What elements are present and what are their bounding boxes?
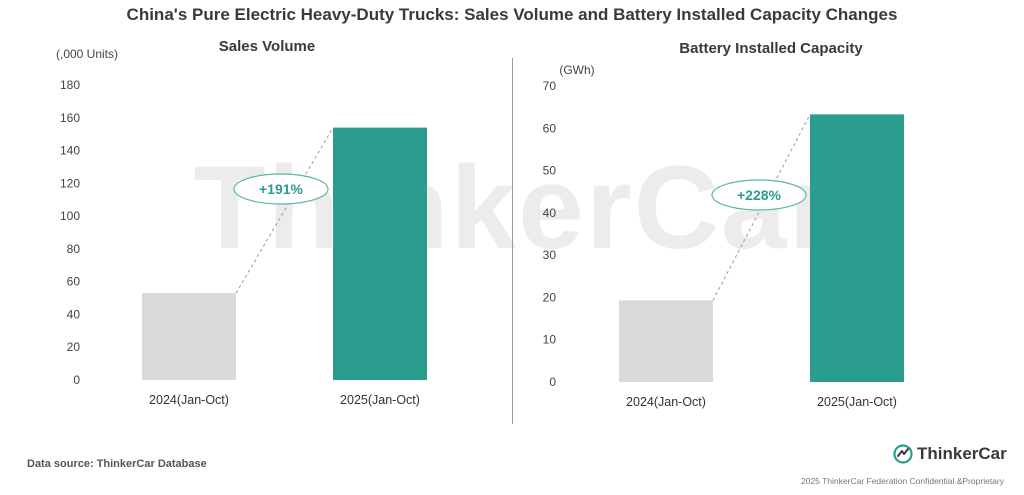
logo-text: ThinkerCar [917,444,1007,463]
x-category-label: 2024(Jan-Oct) [626,395,706,409]
y-tick-label: 20 [67,340,81,354]
y-tick-label: 60 [543,121,557,135]
bar-2024 [142,293,236,380]
bar-2025 [810,114,904,383]
y-tick-label: 20 [543,290,557,304]
copyright-note: 2025 ThinkerCar Federation Confidential … [800,476,1004,486]
y-tick-label: 70 [543,79,557,93]
y-tick-label: 140 [60,144,80,158]
growth-ellipse [711,179,807,211]
x-category-label: 2025(Jan-Oct) [817,395,897,409]
page-title: China's Pure Electric Heavy-Duty Trucks:… [126,5,898,24]
growth-connector-line [235,127,334,294]
growth-ellipse [233,173,329,205]
y-tick-label: 0 [549,375,556,389]
sales-volume-chart: Sales Volume (,000 Units) 0 20 40 60 80 100 120 1… [56,38,427,407]
logo-mark-icon [893,444,913,464]
y-tick-label: 120 [60,176,80,190]
chart-subtitle: Battery Installed Capacity [679,40,863,57]
y-tick-label: 0 [73,373,80,387]
battery-capacity-chart: Battery Installed Capacity (GWh) 0 10 20 30 40… [543,40,904,409]
y-tick-label: 160 [60,111,80,125]
data-source-note: Data source: ThinkerCar Database [27,458,207,470]
y-tick-label: 180 [60,78,80,92]
bar-2025 [333,127,427,380]
y-tick-label: 60 [67,275,81,289]
x-category-label: 2024(Jan-Oct) [149,393,229,407]
y-tick-label: 50 [543,164,557,178]
thinkercar-logo: ThinkerCar [893,444,1007,464]
chart-subtitle: Sales Volume [219,38,315,55]
growth-label: +191% [259,181,304,197]
x-category-label: 2025(Jan-Oct) [340,393,420,407]
y-tick-label: 30 [543,248,557,262]
y-tick-label: 100 [60,209,80,223]
y-tick-label: 40 [543,206,557,220]
y-tick-label: 40 [67,307,81,321]
y-tick-label: 80 [67,242,81,256]
y-axis-unit-label: (GWh) [559,63,594,77]
chart-divider [512,58,513,424]
growth-label: +228% [737,187,782,203]
y-tick-label: 10 [543,333,557,347]
y-axis-unit-label: (,000 Units) [56,47,118,61]
bar-2024 [619,300,713,382]
